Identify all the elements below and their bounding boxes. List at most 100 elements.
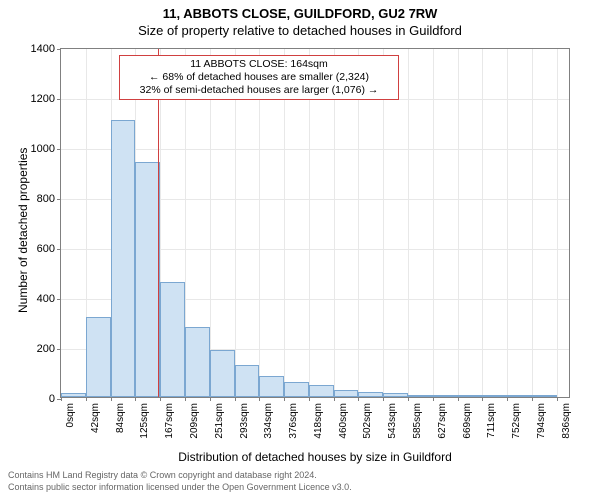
xtick-label: 0sqm — [65, 403, 76, 427]
xtick-label: 669sqm — [462, 403, 473, 439]
xtick-mark — [135, 397, 136, 401]
ytick-mark — [57, 199, 61, 200]
xtick-mark — [507, 397, 508, 401]
xtick-label: 376sqm — [288, 403, 299, 439]
ytick-label: 0 — [49, 393, 55, 405]
xtick-mark — [334, 397, 335, 401]
xtick-label: 543sqm — [387, 403, 398, 439]
gridline-vertical — [358, 49, 359, 397]
xtick-mark — [532, 397, 533, 401]
ytick-mark — [57, 99, 61, 100]
ytick-mark — [57, 299, 61, 300]
xtick-label: 460sqm — [338, 403, 349, 439]
xtick-mark — [458, 397, 459, 401]
gridline-vertical — [334, 49, 335, 397]
ytick-mark — [57, 349, 61, 350]
histogram-bar — [86, 317, 111, 397]
xtick-label: 251sqm — [214, 403, 225, 439]
xtick-label: 711sqm — [486, 403, 497, 438]
xtick-mark — [160, 397, 161, 401]
histogram-bar — [185, 327, 210, 397]
plot-area: 02004006008001000120014000sqm42sqm84sqm1… — [60, 48, 570, 398]
xtick-label: 502sqm — [362, 403, 373, 439]
xtick-label: 627sqm — [437, 403, 448, 439]
ytick-label: 200 — [37, 343, 55, 355]
gridline-vertical — [284, 49, 285, 397]
histogram-bar — [458, 395, 483, 397]
gridline-horizontal — [61, 149, 569, 150]
ytick-label: 400 — [37, 293, 55, 305]
title-sub: Size of property relative to detached ho… — [0, 21, 600, 38]
gridline-vertical — [210, 49, 211, 397]
histogram-bar — [309, 385, 334, 398]
xtick-mark — [86, 397, 87, 401]
ytick-mark — [57, 49, 61, 50]
histogram-bar — [111, 120, 136, 398]
ytick-label: 1400 — [31, 43, 55, 55]
gridline-vertical — [235, 49, 236, 397]
xtick-mark — [61, 397, 62, 401]
xtick-mark — [185, 397, 186, 401]
footer-line-2: Contains public sector information licen… — [8, 482, 352, 494]
xtick-label: 125sqm — [139, 403, 150, 439]
gridline-vertical — [532, 49, 533, 397]
xtick-mark — [259, 397, 260, 401]
xtick-label: 42sqm — [90, 403, 101, 433]
xtick-label: 334sqm — [263, 403, 274, 439]
ytick-label: 600 — [37, 243, 55, 255]
xtick-mark — [383, 397, 384, 401]
title-main: 11, ABBOTS CLOSE, GUILDFORD, GU2 7RW — [0, 0, 600, 21]
gridline-vertical — [309, 49, 310, 397]
xtick-label: 167sqm — [164, 403, 175, 439]
histogram-bar — [433, 395, 458, 397]
xtick-mark — [284, 397, 285, 401]
gridline-vertical — [433, 49, 434, 397]
xtick-mark — [557, 397, 558, 401]
xtick-label: 752sqm — [511, 403, 522, 439]
xtick-label: 209sqm — [189, 403, 200, 439]
y-axis-label: Number of detached properties — [16, 148, 30, 313]
histogram-bar — [383, 393, 408, 397]
xtick-label: 84sqm — [115, 403, 126, 433]
xtick-label: 293sqm — [239, 403, 250, 439]
annotation-box: 11 ABBOTS CLOSE: 164sqm← 68% of detached… — [119, 55, 399, 100]
histogram-bar — [210, 350, 235, 398]
histogram-bar — [482, 395, 507, 397]
gridline-vertical — [259, 49, 260, 397]
histogram-bar — [135, 162, 160, 397]
gridline-vertical — [507, 49, 508, 397]
chart-container: 11, ABBOTS CLOSE, GUILDFORD, GU2 7RW Siz… — [0, 0, 600, 500]
xtick-mark — [358, 397, 359, 401]
histogram-bar — [235, 365, 260, 398]
ytick-label: 800 — [37, 193, 55, 205]
gridline-vertical — [482, 49, 483, 397]
annotation-line-2: ← 68% of detached houses are smaller (2,… — [124, 71, 394, 84]
histogram-bar — [259, 376, 284, 397]
histogram-bar — [284, 382, 309, 397]
gridline-vertical — [557, 49, 558, 397]
histogram-bar — [532, 395, 557, 397]
x-axis-label: Distribution of detached houses by size … — [60, 450, 570, 464]
property-marker-line — [158, 49, 159, 397]
gridline-vertical — [408, 49, 409, 397]
ytick-mark — [57, 249, 61, 250]
xtick-mark — [408, 397, 409, 401]
xtick-mark — [433, 397, 434, 401]
footer-line-1: Contains HM Land Registry data © Crown c… — [8, 470, 352, 482]
xtick-mark — [210, 397, 211, 401]
ytick-label: 1200 — [31, 93, 55, 105]
gridline-vertical — [458, 49, 459, 397]
xtick-mark — [111, 397, 112, 401]
xtick-mark — [482, 397, 483, 401]
annotation-line-3: 32% of semi-detached houses are larger (… — [124, 84, 394, 97]
xtick-label: 585sqm — [412, 403, 423, 439]
histogram-bar — [334, 390, 359, 398]
xtick-label: 418sqm — [313, 403, 324, 439]
histogram-bar — [408, 395, 433, 398]
histogram-bar — [160, 282, 185, 397]
footer-text: Contains HM Land Registry data © Crown c… — [8, 470, 352, 493]
histogram-bar — [61, 393, 86, 397]
ytick-mark — [57, 149, 61, 150]
xtick-label: 836sqm — [561, 403, 572, 439]
annotation-line-1: 11 ABBOTS CLOSE: 164sqm — [124, 58, 394, 71]
